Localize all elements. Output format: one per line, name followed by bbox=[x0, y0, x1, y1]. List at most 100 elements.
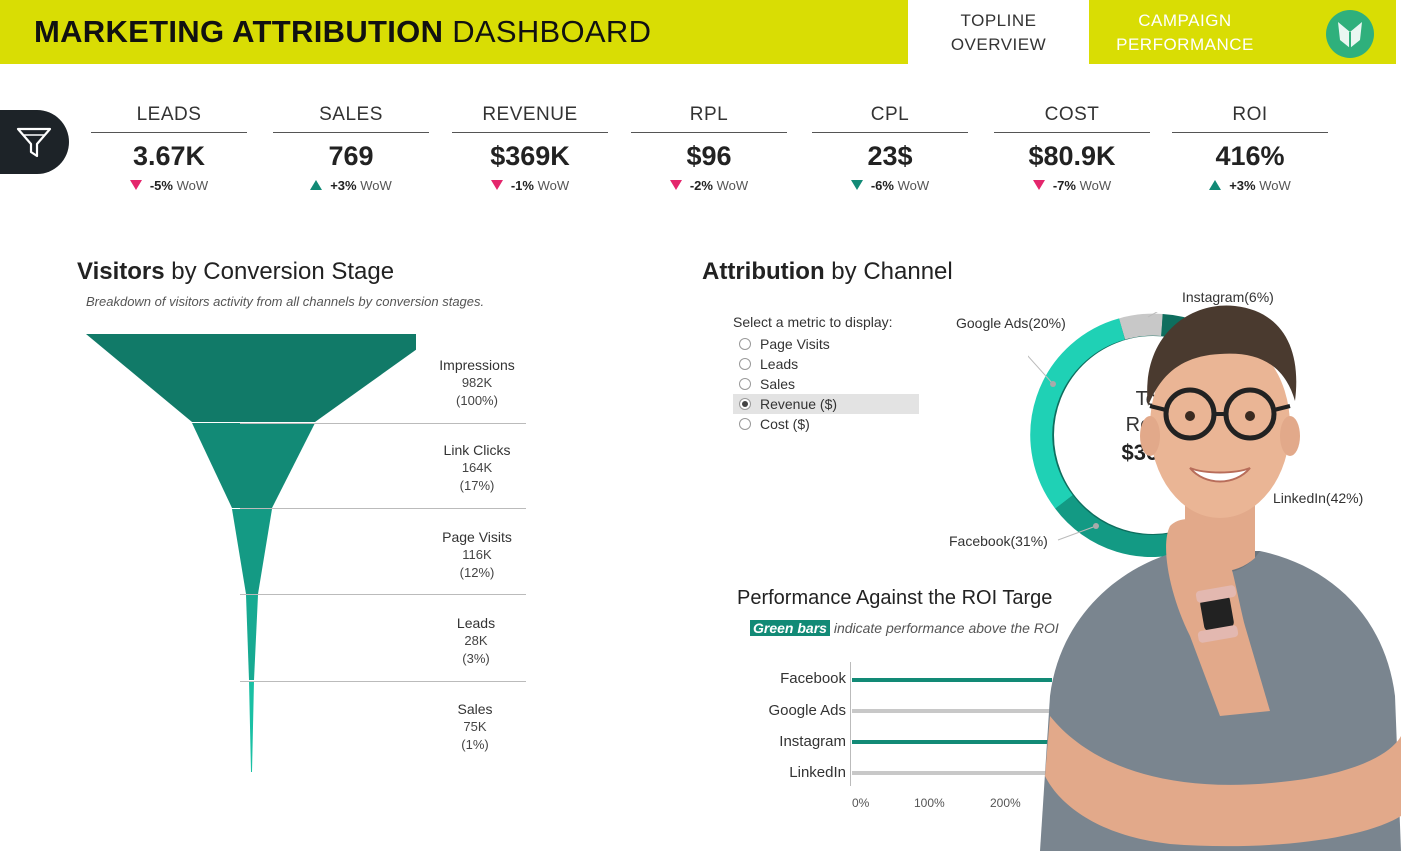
visitors-title-light: by Conversion Stage bbox=[171, 258, 395, 285]
stage-value: 28K bbox=[464, 633, 488, 648]
radio-icon bbox=[739, 418, 751, 430]
leader-dot-google bbox=[1050, 381, 1056, 387]
tab-topline-line1: TOPLINE bbox=[960, 11, 1037, 30]
kpi-value: 3.67K bbox=[132, 141, 206, 171]
roi-subtitle-text: indicate performance above the ROI bbox=[833, 620, 1059, 636]
metric-option-page-visits[interactable]: Page Visits bbox=[733, 334, 919, 354]
attribution-title-bold: Attribution bbox=[702, 258, 825, 285]
roi-bar-linkedin bbox=[852, 771, 1052, 775]
leader-line-facebook bbox=[1057, 525, 1097, 541]
roi-bar-google-ads bbox=[852, 709, 1052, 713]
kpi-value: 416% bbox=[1215, 141, 1285, 171]
trend-down-icon bbox=[129, 180, 142, 190]
kpi-change: +3% WoW bbox=[1172, 178, 1328, 193]
donut-label-linkedin: LinkedIn(42%) bbox=[1273, 490, 1364, 506]
roi-row-label-google-ads: Google Ads bbox=[768, 702, 846, 719]
stage-value: 982K bbox=[461, 375, 493, 390]
roi-bar-instagram bbox=[852, 740, 1052, 744]
metric-option-cost[interactable]: Cost ($) bbox=[733, 414, 919, 434]
leader-line-google bbox=[1028, 355, 1054, 385]
kpi-change: -1% WoW bbox=[452, 178, 608, 193]
funnel-stage-impressions bbox=[86, 334, 416, 422]
roi-tick-200: 200% bbox=[990, 796, 1021, 810]
radio-label: Cost ($) bbox=[760, 416, 810, 432]
conversion-funnel-chart bbox=[86, 334, 416, 772]
attribution-title: Attribution by Channel bbox=[702, 258, 953, 286]
kpi-label: RPL bbox=[631, 104, 787, 133]
tab-campaign-line1: CAMPAIGN bbox=[1138, 11, 1232, 30]
kpi-label: SALES bbox=[273, 104, 429, 133]
kpi-value: $96 bbox=[686, 141, 732, 171]
radio-label: Leads bbox=[760, 356, 799, 372]
header-bar: MARKETING ATTRIBUTION DASHBOARD TOPLINE … bbox=[0, 0, 1401, 64]
kpi-roi: ROI 416% +3% WoW bbox=[1172, 104, 1328, 193]
filter-button[interactable] bbox=[0, 110, 69, 174]
stage-value: 75K bbox=[463, 719, 487, 734]
tab-topline-line2: OVERVIEW bbox=[950, 35, 1047, 54]
kpi-leads: LEADS 3.67K -5% WoW bbox=[91, 104, 247, 193]
radio-label: Page Visits bbox=[760, 336, 830, 352]
kpi-change: +3% WoW bbox=[273, 178, 429, 193]
metric-selector: Select a metric to display: Page Visits … bbox=[733, 314, 919, 434]
funnel-stage-leads bbox=[246, 595, 258, 680]
radio-label: Sales bbox=[760, 376, 796, 392]
tab-campaign-performance[interactable]: CAMPAIGN PERFORMANCE bbox=[1089, 0, 1281, 64]
stage-name: Page Visits bbox=[442, 529, 512, 545]
funnel-divider bbox=[240, 423, 526, 424]
stage-name: Impressions bbox=[439, 357, 515, 373]
funnel-divider bbox=[240, 594, 526, 595]
dashboard-title-bold: MARKETING ATTRIBUTION bbox=[34, 14, 444, 49]
stage-value: 164K bbox=[461, 460, 493, 475]
donut-label-google-ads: Google Ads(20%) bbox=[956, 315, 1066, 331]
donut-slice-instagram bbox=[1118, 313, 1163, 340]
funnel-divider bbox=[240, 681, 526, 682]
tab-topline-overview[interactable]: TOPLINE OVERVIEW bbox=[908, 0, 1089, 64]
roi-bar-facebook bbox=[852, 678, 1052, 682]
kpi-value: 769 bbox=[328, 141, 374, 171]
kpi-revenue: REVENUE $369K -1% WoW bbox=[452, 104, 608, 193]
kpi-cost: COST $80.9K -7% WoW bbox=[994, 104, 1150, 193]
leaf-logo-icon bbox=[1326, 10, 1374, 58]
kpi-label: CPL bbox=[812, 104, 968, 133]
metric-option-revenue[interactable]: Revenue ($) bbox=[733, 394, 919, 414]
radio-icon bbox=[739, 378, 751, 390]
presenter-photo bbox=[1040, 305, 1401, 851]
trend-down-icon bbox=[850, 180, 863, 190]
kpi-change: -5% WoW bbox=[91, 178, 247, 193]
funnel-label-link-clicks: Link Clicks 164K (17%) bbox=[382, 441, 572, 495]
stage-name: Sales bbox=[457, 701, 493, 717]
visitors-subtitle: Breakdown of visitors activity from all … bbox=[86, 294, 485, 309]
roi-subtitle: Green bars indicate performance above th… bbox=[750, 620, 1059, 636]
kpi-value: $369K bbox=[490, 141, 570, 171]
visitors-title-bold: Visitors bbox=[77, 258, 165, 285]
stage-name: Leads bbox=[456, 615, 496, 631]
funnel-label-sales: Sales 75K (1%) bbox=[380, 700, 570, 754]
stage-percent: (1%) bbox=[461, 737, 489, 752]
dashboard-title: MARKETING ATTRIBUTION DASHBOARD bbox=[34, 14, 651, 50]
kpi-change: -2% WoW bbox=[631, 178, 787, 193]
kpi-label: LEADS bbox=[91, 104, 247, 133]
filter-funnel-icon bbox=[16, 127, 52, 158]
funnel-stage-page-visits bbox=[232, 509, 272, 594]
roi-row-label-facebook: Facebook bbox=[780, 670, 846, 687]
radio-icon bbox=[739, 358, 751, 370]
donut-label-instagram: Instagram(6%) bbox=[1182, 289, 1274, 305]
kpi-label: ROI bbox=[1172, 104, 1328, 133]
roi-tick-0: 0% bbox=[852, 796, 870, 810]
tab-campaign-line2: PERFORMANCE bbox=[1116, 35, 1254, 54]
donut-label-facebook: Facebook(31%) bbox=[949, 533, 1048, 549]
dashboard-title-light: DASHBOARD bbox=[452, 14, 652, 49]
header-edge bbox=[1396, 0, 1401, 64]
attribution-title-light: by Channel bbox=[831, 258, 953, 285]
kpi-change: -7% WoW bbox=[994, 178, 1150, 193]
roi-tick-100: 100% bbox=[914, 796, 945, 810]
metric-option-sales[interactable]: Sales bbox=[733, 374, 919, 394]
funnel-stage-sales bbox=[249, 681, 254, 772]
roi-axis-line bbox=[850, 662, 851, 786]
stage-percent: (17%) bbox=[459, 478, 495, 493]
leader-dot-facebook bbox=[1093, 523, 1099, 529]
trend-up-icon bbox=[310, 180, 323, 190]
metric-option-leads[interactable]: Leads bbox=[733, 354, 919, 374]
radio-selected-icon bbox=[739, 398, 751, 410]
kpi-sales: SALES 769 +3% WoW bbox=[273, 104, 429, 193]
